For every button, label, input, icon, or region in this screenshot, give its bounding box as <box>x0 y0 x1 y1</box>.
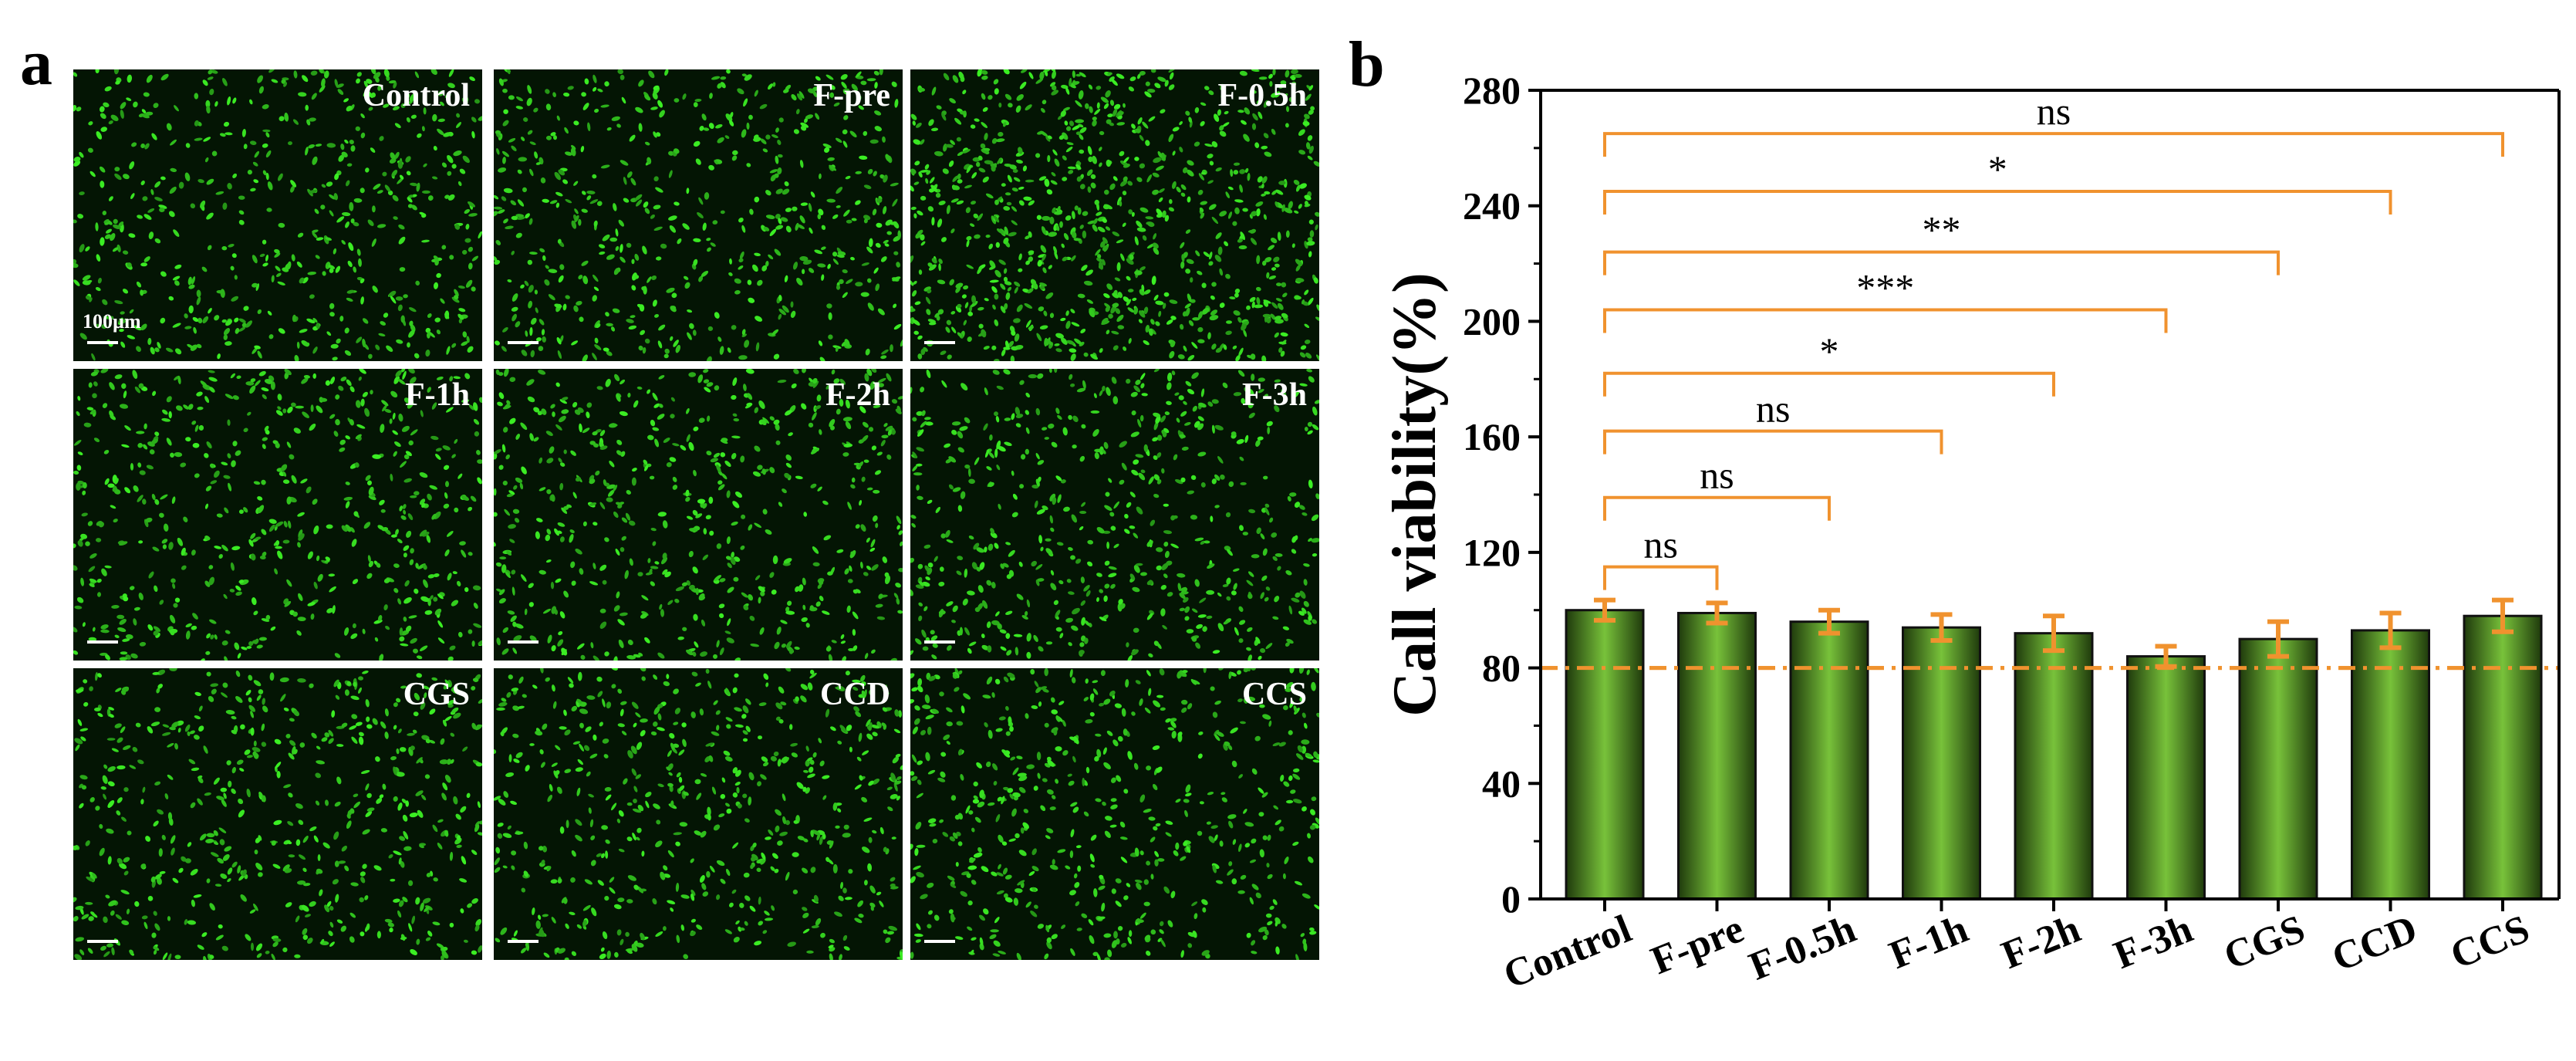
significance-bracket <box>1603 190 2392 215</box>
bar-ccd <box>2351 629 2430 900</box>
scale-bar <box>508 341 538 344</box>
y-tick-label: 200 <box>1463 299 1521 343</box>
bar-f-1h <box>1902 626 1981 900</box>
scale-bar <box>87 640 118 644</box>
x-tick-label: F-pre <box>1645 907 1750 983</box>
bar-f-pre <box>1677 611 1757 900</box>
y-tick-label: 240 <box>1463 184 1521 228</box>
bar-cgs <box>2238 637 2318 900</box>
micrograph-ccd: CCD <box>494 668 903 960</box>
panel-b-letter: b <box>1349 29 1385 100</box>
significance-bracket <box>1603 565 1719 590</box>
cell-field <box>910 369 1319 661</box>
micrograph-label: F-2h <box>825 377 890 413</box>
cell-field <box>73 668 482 960</box>
micrograph-f-3h: F-3h <box>910 369 1319 661</box>
micrograph-label: CCS <box>1241 677 1307 712</box>
micrograph-label: F-1h <box>405 377 470 413</box>
significance-label: ns <box>1700 454 1734 497</box>
scale-bar <box>924 341 955 344</box>
micrograph-control: Control 100µm <box>73 69 482 361</box>
micrograph-label: Control <box>362 78 470 113</box>
y-tick-label: 160 <box>1463 415 1521 458</box>
significance-bracket <box>1603 429 1943 454</box>
x-tick-label: CCD <box>2326 907 2423 980</box>
x-tick-label: F-2h <box>1996 907 2087 978</box>
scale-bar <box>87 341 118 344</box>
micrograph-f-1h: F-1h <box>73 369 482 661</box>
scale-bar <box>924 640 955 644</box>
micrograph-cgs: CGS <box>73 668 482 960</box>
y-tick-label: 120 <box>1463 531 1521 574</box>
cell-field <box>910 668 1319 960</box>
significance-label: * <box>1988 147 2007 191</box>
cell-field <box>494 369 903 661</box>
cell-field <box>910 69 1319 361</box>
cell-field <box>73 369 482 661</box>
significance-label: ns <box>2037 90 2071 133</box>
x-tick-label: F-3h <box>2108 907 2199 978</box>
cell-field <box>73 69 482 361</box>
bar-f-0-5h <box>1789 620 1869 900</box>
y-axis-label: Call viability(%) <box>1381 272 1449 717</box>
x-tick-label: F-0.5h <box>1744 907 1862 988</box>
scale-bar <box>87 940 118 943</box>
micrograph-label: F-pre <box>813 78 890 113</box>
panel-a-letter: a <box>20 27 52 99</box>
significance-label: *** <box>1856 265 1914 309</box>
significance-bracket <box>1603 371 2055 397</box>
cell-field <box>494 668 903 960</box>
significance-label: * <box>1820 329 1839 373</box>
y-tick-label: 0 <box>1501 877 1521 921</box>
cell-field <box>494 69 903 361</box>
significance-bracket <box>1603 308 2168 333</box>
x-tick-label: CGS <box>2218 907 2311 978</box>
micrograph-label: F-3h <box>1242 377 1307 413</box>
bar-ccs <box>2463 614 2543 900</box>
y-tick-label: 40 <box>1482 762 1521 805</box>
significance-bracket <box>1603 132 2504 157</box>
scale-bar <box>508 940 538 943</box>
significance-label: ns <box>1644 523 1678 566</box>
y-tick-label: 80 <box>1482 647 1521 690</box>
bar-f-3h <box>2126 655 2206 900</box>
significance-label: ** <box>1923 208 1961 252</box>
micrograph-label: CGS <box>403 677 470 712</box>
micrograph-f-0-5h: F-0.5h <box>910 69 1319 361</box>
scale-bar <box>924 940 955 943</box>
micrograph-f-2h: F-2h <box>494 369 903 661</box>
micrograph-label: F-0.5h <box>1217 78 1308 113</box>
significance-label: ns <box>1756 387 1790 431</box>
x-tick-label: F-1h <box>1883 907 1974 978</box>
micrograph-ccs: CCS <box>910 668 1319 960</box>
bar-control <box>1565 609 1645 900</box>
micrograph-f-pre: F-pre <box>494 69 903 361</box>
bar-f-2h <box>2014 632 2094 900</box>
significance-bracket <box>1603 495 1831 521</box>
x-tick-label: CCS <box>2445 907 2536 978</box>
scale-bar <box>508 640 538 644</box>
y-tick-label: 280 <box>1463 69 1521 112</box>
significance-bracket <box>1603 250 2280 275</box>
micrograph-label: CCD <box>820 677 890 712</box>
scale-bar-label: 100µm <box>83 310 141 333</box>
